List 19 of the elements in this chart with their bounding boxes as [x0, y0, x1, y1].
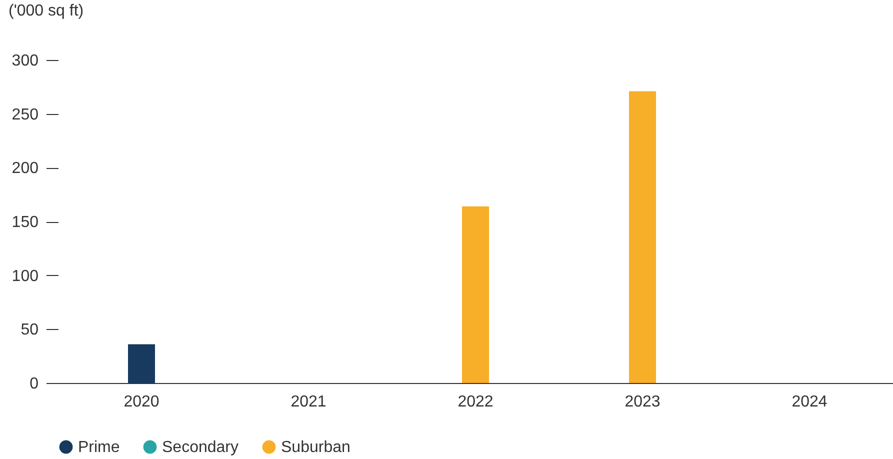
bar: [128, 344, 155, 383]
y-tick-label: 300: [12, 52, 39, 70]
legend-label: Suburban: [281, 439, 350, 456]
bar: [462, 206, 489, 383]
y-tick-label: 150: [12, 214, 39, 231]
legend-label: Prime: [78, 439, 120, 456]
legend-label: Secondary: [162, 439, 238, 456]
x-tick-label: 2022: [458, 394, 494, 410]
y-axis-title: ('000 sq ft): [8, 2, 84, 20]
x-tick-label: 2020: [124, 394, 160, 410]
y-tick-label: 250: [12, 106, 39, 124]
x-tick-label: 2021: [290, 394, 326, 410]
y-tick-label: 0: [30, 376, 39, 392]
bar: [629, 91, 656, 383]
y-tick-label: 100: [12, 268, 39, 285]
x-tick-label: 2024: [792, 394, 828, 410]
x-tick-label: 2023: [624, 394, 660, 410]
y-tick-label: 50: [20, 322, 39, 339]
y-tick-label: 200: [12, 160, 39, 178]
